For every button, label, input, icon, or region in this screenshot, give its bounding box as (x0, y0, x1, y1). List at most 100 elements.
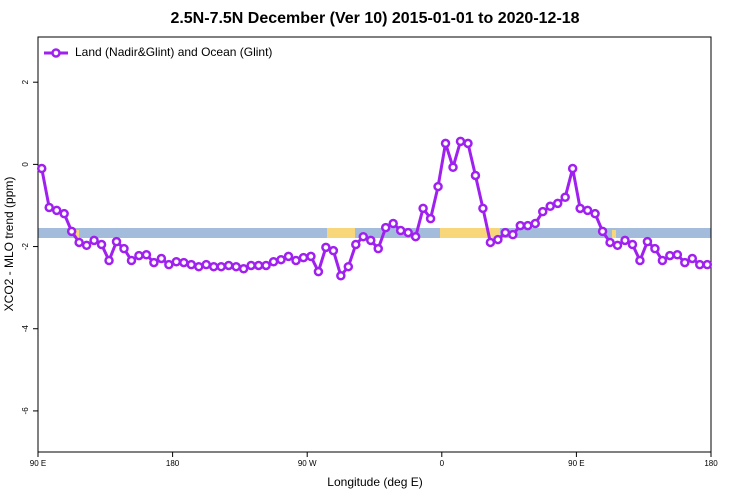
data-point (687, 253, 698, 264)
data-point (605, 237, 615, 248)
data-point (313, 266, 324, 277)
data-point (657, 255, 668, 266)
data-point (448, 162, 458, 173)
data-point (440, 138, 451, 149)
legend-marker (51, 48, 61, 58)
chart-title: 2.5N-7.5N December (Ver 10) 2015-01-01 t… (170, 10, 579, 27)
data-point (164, 259, 174, 270)
data-point (485, 237, 496, 248)
data-point (455, 136, 466, 147)
data-point (590, 208, 600, 219)
data-point (134, 250, 144, 261)
data-point (231, 261, 241, 272)
x-tick-label: 180 (166, 459, 180, 468)
data-point (238, 263, 249, 274)
y-axis-label: XCO2 - MLO trend (ppm) (2, 177, 16, 312)
data-point (612, 240, 623, 251)
data-point (597, 226, 608, 237)
data-point (358, 231, 369, 242)
data-point (321, 242, 331, 253)
data-point (351, 239, 361, 250)
data-point (51, 205, 62, 216)
data-point (523, 220, 533, 231)
data-point (620, 235, 630, 246)
y-tick-label: 2 (21, 79, 30, 84)
data-point (149, 257, 159, 268)
data-point (306, 251, 316, 262)
x-axis-label: Longitude (deg E) (327, 475, 422, 489)
data-point (89, 235, 99, 246)
data-point (66, 226, 77, 237)
data-point (672, 250, 683, 260)
data-point (111, 236, 122, 247)
data-point (538, 206, 548, 217)
plot-frame (37, 36, 712, 453)
data-point (171, 257, 182, 267)
data-point (343, 261, 354, 272)
data-point (515, 220, 526, 231)
data-point (261, 260, 271, 271)
x-tick-label: 90 E (568, 459, 584, 468)
data-point (530, 218, 541, 229)
data-point (635, 255, 645, 266)
data-point (627, 239, 638, 250)
data-point (575, 203, 585, 214)
data-point (119, 243, 129, 254)
data-point (545, 201, 555, 212)
data-point (380, 222, 391, 233)
data-point (276, 254, 286, 265)
data-point (126, 255, 137, 266)
data-point (328, 245, 339, 256)
data-point (395, 225, 406, 236)
y-tick-label: -2 (21, 242, 30, 250)
data-point (702, 259, 713, 270)
data-point (433, 181, 443, 192)
surface-band (38, 228, 711, 238)
data-point (223, 260, 234, 271)
data-point (44, 202, 54, 213)
data-point (298, 252, 309, 263)
data-point (508, 229, 518, 240)
data-point (418, 203, 428, 214)
data-point (410, 231, 421, 242)
data-point (463, 138, 473, 149)
data-point (366, 235, 376, 246)
data-point (680, 257, 690, 268)
data-point (493, 234, 503, 245)
data-point (201, 259, 211, 270)
data-point (695, 259, 705, 270)
data-point (216, 261, 226, 272)
x-tick-label: 180 (704, 459, 718, 468)
data-point (650, 243, 660, 254)
data-point (194, 261, 204, 272)
data-point (425, 213, 436, 224)
data-point (246, 260, 256, 271)
data-point (582, 205, 593, 216)
y-tick-label: 0 (21, 162, 30, 167)
data-point (179, 257, 189, 268)
x-tick-label: 90 W (298, 459, 317, 468)
x-tick-label: 90 E (30, 459, 46, 468)
y-tick-label: -6 (21, 407, 30, 415)
data-point (268, 257, 279, 267)
data-point (253, 260, 264, 271)
data-point (373, 243, 383, 254)
data-point (291, 255, 301, 266)
data-point (59, 208, 69, 219)
data-point (665, 250, 675, 261)
data-point (156, 253, 167, 264)
data-point (283, 251, 294, 262)
data-point (186, 259, 197, 270)
data-point (36, 163, 47, 174)
data-point (336, 270, 346, 281)
data-point (104, 255, 114, 266)
data-point (560, 192, 570, 202)
legend-label: Land (Nadir&Glint) and Ocean (Glint) (75, 45, 272, 59)
data-point (208, 261, 219, 272)
data-point (141, 250, 152, 260)
data-point (567, 163, 578, 174)
data-point (500, 227, 511, 238)
data-point (81, 240, 92, 251)
land-patches (75, 228, 616, 238)
